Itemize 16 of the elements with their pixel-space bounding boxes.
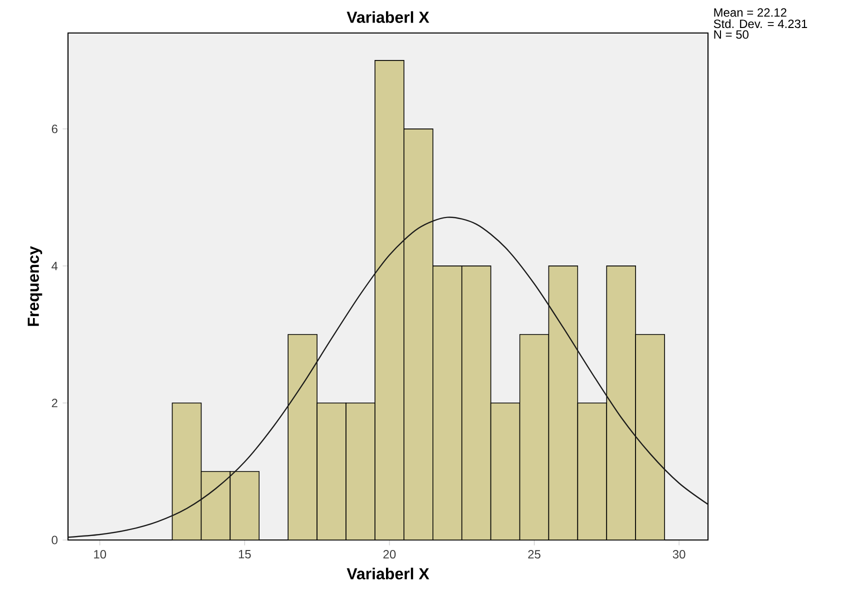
chart-title: Variaberl X <box>346 11 430 23</box>
y-axis-title: Frequency <box>28 246 42 326</box>
y-tick-label: 4 <box>52 262 58 270</box>
x-tick-label: 15 <box>238 550 251 558</box>
x-tick-label: 30 <box>672 550 686 559</box>
text: Mean = 22.12 <box>714 8 786 17</box>
y-tick-label: 6 <box>52 124 58 134</box>
x-tick-label: 25 <box>528 550 540 559</box>
y-tick-label: 2 <box>52 398 58 408</box>
line-series <box>68 216 708 538</box>
text: Std. Dev. = 4.231 <box>714 19 808 28</box>
text: N = 50 <box>714 30 748 39</box>
x-axis-title: Variaberl X <box>346 568 430 580</box>
x-tick-label: 20 <box>383 550 396 559</box>
y-tick-label: 0 <box>52 536 58 544</box>
x-tick-label: 10 <box>94 550 106 559</box>
